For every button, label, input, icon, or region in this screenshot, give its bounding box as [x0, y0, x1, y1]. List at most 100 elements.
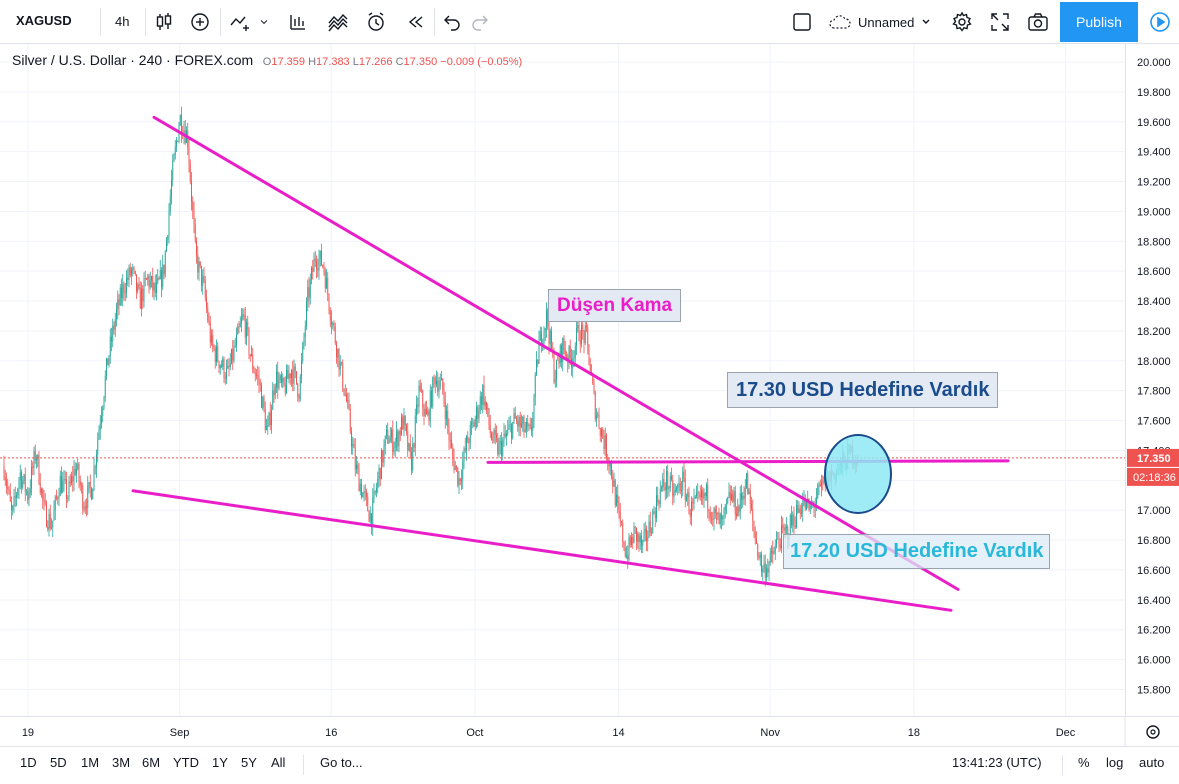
candle — [146, 277, 147, 281]
select-square-icon[interactable] — [788, 8, 816, 36]
target-1730-label[interactable]: 17.30 USD Hedefine Vardık — [727, 372, 999, 408]
wedge-label[interactable]: Düşen Kama — [548, 289, 682, 322]
candle — [519, 411, 521, 437]
candle — [69, 474, 71, 487]
candle — [507, 419, 509, 437]
candle — [451, 431, 452, 449]
candle — [14, 486, 16, 507]
axis-settings-icon[interactable] — [1146, 725, 1160, 739]
candle — [654, 507, 656, 528]
goto-date-button[interactable]: Go to... — [320, 755, 363, 770]
candle — [617, 484, 619, 514]
candle — [621, 520, 622, 527]
wedge-lower-trendline[interactable] — [131, 489, 953, 612]
replay-icon[interactable] — [402, 8, 430, 36]
price-chart[interactable] — [0, 44, 1125, 716]
range-1m[interactable]: 1M — [81, 755, 100, 770]
candle — [343, 388, 345, 397]
range-3m[interactable]: 3M — [112, 755, 131, 770]
candle — [187, 122, 189, 156]
target-1720-label[interactable]: 17.20 USD Hedefine Vardık — [783, 534, 1051, 569]
indicators-icon[interactable] — [284, 8, 312, 36]
candle — [539, 326, 541, 341]
candle — [351, 426, 352, 455]
candle — [13, 489, 15, 513]
range-ytd[interactable]: YTD — [173, 755, 199, 770]
range-5d[interactable]: 5D — [50, 755, 67, 770]
candle — [709, 506, 711, 524]
camera-icon[interactable] — [1024, 8, 1052, 36]
candle — [64, 470, 66, 484]
candle — [679, 477, 681, 495]
candle — [458, 471, 460, 495]
publish-button[interactable]: Publish — [1060, 2, 1138, 42]
candle — [577, 321, 579, 333]
candle — [61, 466, 62, 495]
play-icon[interactable] — [1140, 2, 1179, 42]
range-all[interactable]: All — [271, 755, 286, 770]
candle — [469, 420, 471, 450]
undo-icon[interactable] — [438, 8, 466, 36]
candlestick-chart-icon[interactable] — [150, 8, 178, 36]
candle — [243, 308, 245, 321]
candle — [476, 401, 477, 429]
candle — [509, 415, 511, 433]
log-scale-toggle[interactable]: log — [1106, 755, 1124, 770]
layout-menu[interactable]: Unnamed — [828, 8, 932, 36]
candle — [669, 472, 671, 492]
top-toolbar: XAGUSD 4h Unnamed — [0, 0, 1179, 44]
compare-icon[interactable] — [226, 8, 254, 36]
auto-scale-toggle[interactable]: auto — [1139, 755, 1165, 770]
utc-clock[interactable]: 13:41:23 (UTC) — [952, 755, 1042, 770]
candle — [274, 383, 276, 400]
candle — [174, 140, 176, 160]
wedge-upper-trendline[interactable] — [152, 115, 960, 591]
settings-gear-icon[interactable] — [948, 8, 976, 36]
candle — [697, 483, 699, 503]
candle — [791, 505, 792, 529]
range-1y[interactable]: 1Y — [212, 755, 228, 770]
candle — [303, 332, 305, 350]
candle — [706, 482, 707, 501]
templates-icon[interactable] — [324, 8, 352, 36]
percent-scale-toggle[interactable]: % — [1078, 755, 1090, 770]
horizontal-level-line[interactable] — [486, 459, 1010, 464]
price-axis[interactable]: 15.800 16.000 16.200 16.400 16.600 16.800 17.0… — [1125, 44, 1179, 716]
chevron-down-icon[interactable] — [256, 8, 272, 36]
redo-icon[interactable] — [466, 8, 494, 36]
time-axis[interactable]: 19Sep16Oct14Nov18Dec1620201322 — [0, 716, 1179, 747]
candle — [142, 285, 144, 309]
target-circle[interactable] — [824, 434, 892, 514]
candle — [414, 408, 416, 457]
range-1d[interactable]: 1D — [20, 755, 37, 770]
candle — [602, 427, 604, 439]
candle — [279, 373, 281, 384]
candle — [107, 358, 109, 366]
range-6m[interactable]: 6M — [142, 755, 161, 770]
fullscreen-icon[interactable] — [986, 8, 1014, 36]
candle — [184, 119, 186, 145]
candle — [588, 344, 590, 366]
candle — [638, 532, 640, 552]
candle — [612, 469, 614, 494]
candle — [11, 496, 12, 520]
range-5y[interactable]: 5Y — [241, 755, 257, 770]
candle — [724, 504, 726, 519]
candle — [708, 508, 710, 522]
interval-selector[interactable]: 4h — [115, 14, 130, 29]
indicators-add-icon[interactable] — [186, 8, 214, 36]
candle — [246, 318, 247, 346]
candle — [653, 506, 655, 515]
candle — [144, 270, 146, 287]
candle — [626, 546, 627, 559]
symbol-search[interactable]: XAGUSD — [16, 13, 72, 28]
candle — [259, 378, 261, 392]
bottom-divider — [303, 755, 304, 775]
candle — [289, 373, 291, 385]
candle — [157, 268, 159, 285]
candle — [454, 461, 456, 471]
chart-pane[interactable] — [0, 44, 1125, 716]
candle — [198, 256, 200, 281]
candle — [639, 532, 641, 550]
alert-clock-icon[interactable] — [362, 8, 390, 36]
